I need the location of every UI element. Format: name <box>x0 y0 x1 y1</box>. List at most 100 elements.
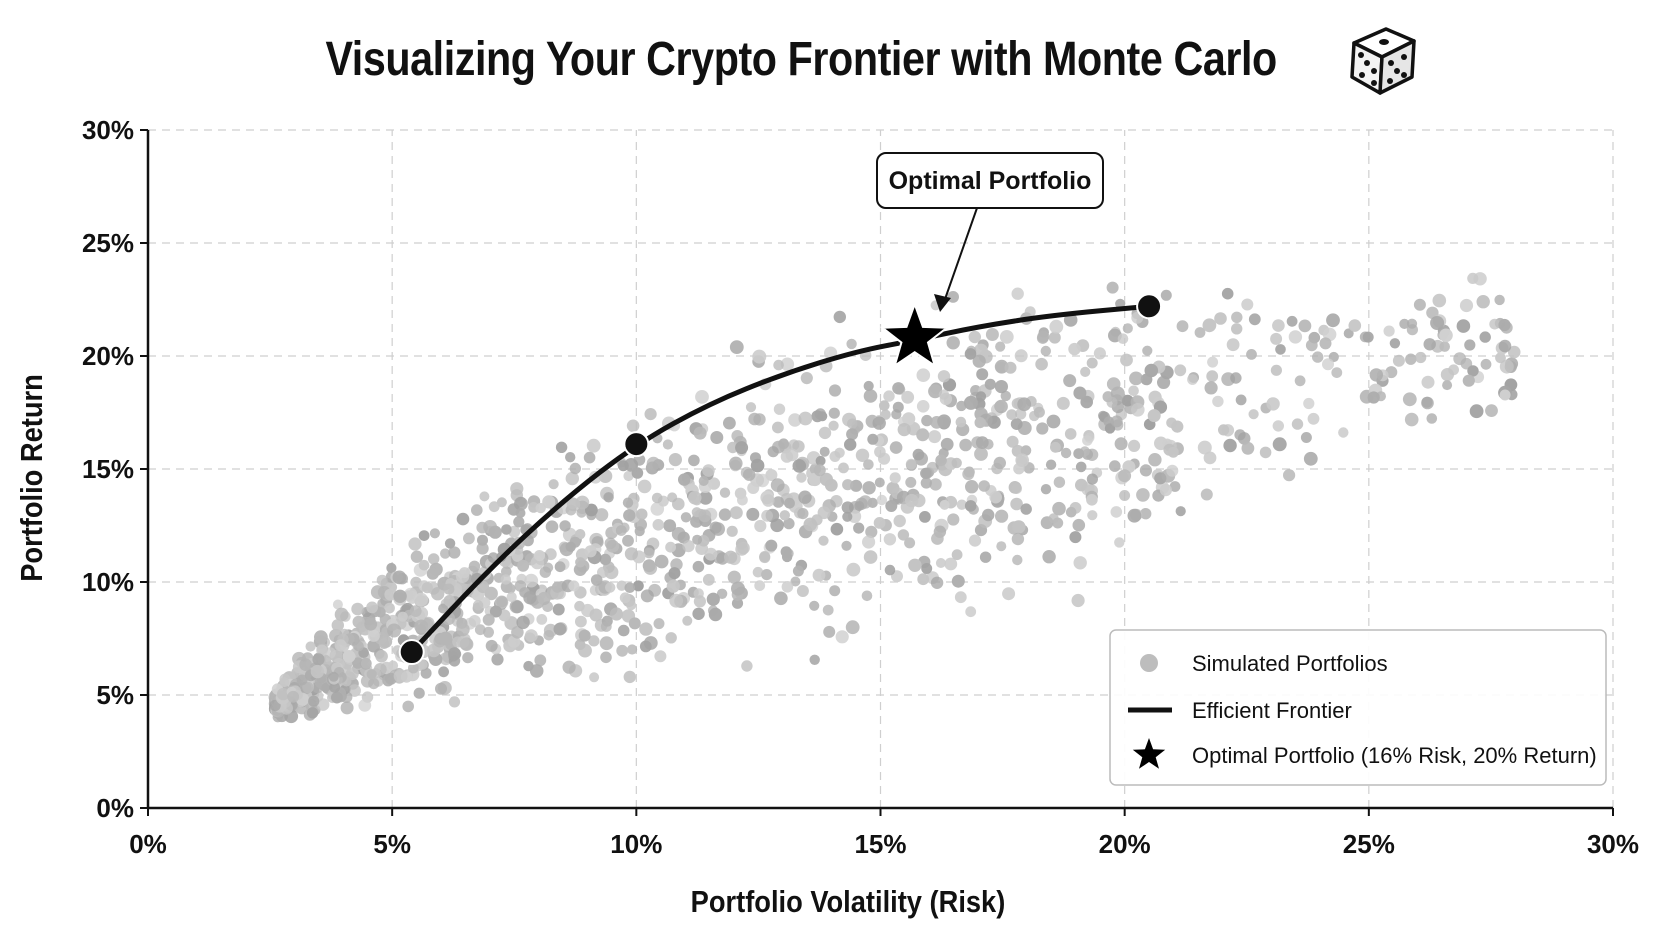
simulated-portfolio-point <box>559 520 571 532</box>
simulated-portfolio-point <box>889 472 901 484</box>
simulated-portfolio-point <box>1020 445 1032 456</box>
simulated-portfolio-point <box>1459 298 1474 313</box>
simulated-portfolio-point <box>639 622 653 636</box>
simulated-portfolio-point <box>846 428 859 441</box>
simulated-portfolio-point <box>575 495 590 510</box>
simulated-portfolio-point <box>545 520 559 533</box>
simulated-portfolio-point <box>600 651 612 664</box>
simulated-portfolio-point <box>364 617 378 631</box>
simulated-portfolio-point <box>959 438 972 452</box>
simulated-portfolio-point <box>575 615 587 628</box>
simulated-portfolio-point <box>565 471 579 486</box>
simulated-portfolio-point <box>731 581 745 596</box>
simulated-portfolio-point <box>829 451 841 462</box>
simulated-portfolio-point <box>352 615 365 629</box>
simulated-portfolio-point <box>589 672 600 683</box>
simulated-portfolio-point <box>865 525 878 539</box>
simulated-portfolio-point <box>514 496 528 511</box>
simulated-portfolio-point <box>1086 473 1098 485</box>
simulated-portfolio-point <box>578 629 591 642</box>
simulated-portfolio-point <box>1157 375 1171 389</box>
simulated-portfolio-point <box>698 509 712 523</box>
simulated-portfolio-point <box>921 563 933 574</box>
simulated-portfolio-point <box>750 458 765 473</box>
simulated-portfolio-point <box>1073 386 1087 400</box>
simulated-portfolio-point <box>366 669 377 680</box>
simulated-portfolio-point <box>671 527 686 541</box>
simulated-portfolio-point <box>1106 396 1118 408</box>
simulated-portfolio-point <box>654 554 669 569</box>
simulated-portfolio-point <box>706 592 720 606</box>
simulated-portfolio-point <box>1473 272 1487 286</box>
simulated-portfolio-point <box>1406 318 1418 329</box>
simulated-portfolio-point <box>847 418 858 430</box>
y-tick-label: 10% <box>82 567 134 597</box>
simulated-portfolio-point <box>393 669 408 683</box>
simulated-portfolio-point <box>1148 453 1162 467</box>
simulated-portfolio-point <box>510 482 524 496</box>
simulated-portfolio-point <box>905 493 919 508</box>
simulated-portfolio-point <box>893 514 906 528</box>
simulated-portfolio-point <box>891 409 902 420</box>
simulated-portfolio-point <box>737 494 748 506</box>
simulated-portfolio-point <box>514 580 527 592</box>
simulated-portfolio-point <box>735 441 749 455</box>
simulated-portfolio-point <box>578 643 592 658</box>
legend-box <box>1109 629 1607 786</box>
legend-label: Optimal Portfolio (16% Risk, 20% Return) <box>1192 743 1597 768</box>
simulated-portfolio-point <box>1399 318 1410 329</box>
simulated-portfolio-point <box>523 591 537 605</box>
simulated-portfolio-point <box>428 553 440 565</box>
simulated-portfolio-point <box>979 551 992 563</box>
simulated-portfolio-point <box>1259 446 1272 459</box>
y-tick-label: 20% <box>82 341 134 371</box>
simulated-portfolio-point <box>874 477 885 488</box>
simulated-portfolio-point <box>929 478 942 491</box>
simulated-portfolio-point <box>617 624 630 637</box>
simulated-portfolio-point <box>331 619 344 632</box>
simulated-portfolio-point <box>822 604 834 616</box>
simulated-portfolio-point <box>634 526 645 537</box>
simulated-portfolio-point <box>575 557 586 568</box>
simulated-portfolio-point <box>695 390 709 404</box>
frontier-marker <box>398 639 425 666</box>
simulated-portfolio-point <box>842 511 853 522</box>
simulated-portfolio-point <box>846 338 857 350</box>
simulated-portfolio-point <box>1288 330 1303 344</box>
simulated-portfolio-point <box>1024 306 1036 318</box>
simulated-portfolio-point <box>996 541 1007 552</box>
simulated-portfolio-point <box>1072 518 1086 532</box>
simulated-portfolio-point <box>410 550 424 563</box>
simulated-portfolio-point <box>965 606 977 618</box>
simulated-portfolio-point <box>609 607 624 621</box>
simulated-portfolio-point <box>1223 438 1237 453</box>
simulated-portfolio-point <box>1442 380 1453 391</box>
simulated-portfolio-point <box>883 533 897 546</box>
simulated-portfolio-point <box>474 624 486 636</box>
simulated-portfolio-point <box>841 540 852 551</box>
simulated-portfolio-point <box>589 608 603 622</box>
simulated-portfolio-point <box>1499 389 1511 401</box>
simulated-portfolio-point <box>928 384 943 399</box>
title-row: Visualizing Your Crypto Frontier with Mo… <box>0 14 1672 104</box>
y-tick-label: 5% <box>96 680 134 710</box>
simulated-portfolio-point <box>456 512 470 526</box>
simulated-portfolio-point <box>1469 404 1484 419</box>
simulated-portfolio-point <box>479 491 490 502</box>
simulated-portfolio-point <box>809 654 820 665</box>
simulated-portfolio-point <box>414 619 429 634</box>
simulated-portfolio-point <box>1127 508 1142 523</box>
simulated-portfolio-point <box>468 615 481 627</box>
simulated-portfolio-point <box>1042 550 1056 564</box>
simulated-portfolio-point <box>931 532 944 545</box>
simulated-portfolio-point <box>1075 478 1088 492</box>
x-tick-label: 10% <box>610 829 662 859</box>
simulated-portfolio-point <box>1080 395 1093 409</box>
simulated-portfolio-point <box>863 380 874 392</box>
simulated-portfolio-point <box>1129 371 1143 386</box>
simulated-portfolio-point <box>904 537 916 549</box>
simulated-portfolio-point <box>818 426 832 440</box>
simulated-portfolio-point <box>565 452 576 463</box>
simulated-portfolio-point <box>417 659 428 670</box>
simulated-portfolio-point <box>1415 351 1427 364</box>
